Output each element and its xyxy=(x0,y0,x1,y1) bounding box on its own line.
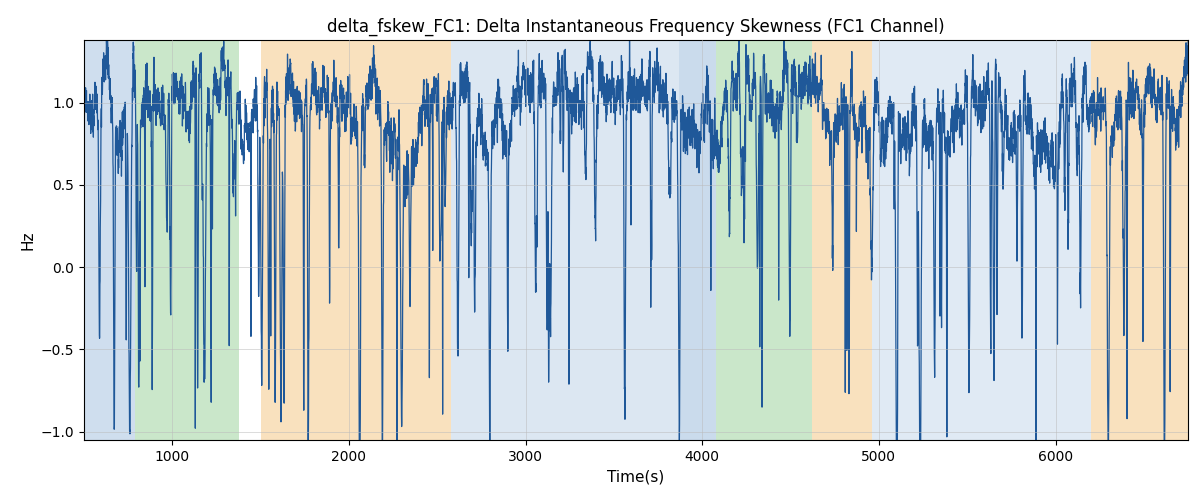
Bar xyxy=(716,40,811,440)
Bar xyxy=(811,40,872,440)
Bar xyxy=(84,40,136,440)
Bar xyxy=(260,40,451,440)
Bar xyxy=(136,40,240,440)
Bar xyxy=(451,40,679,440)
Title: delta_fskew_FC1: Delta Instantaneous Frequency Skewness (FC1 Channel): delta_fskew_FC1: Delta Instantaneous Fre… xyxy=(328,18,944,36)
X-axis label: Time(s): Time(s) xyxy=(607,470,665,484)
Y-axis label: Hz: Hz xyxy=(20,230,35,250)
Bar xyxy=(679,40,716,440)
Bar xyxy=(1091,40,1188,440)
Bar xyxy=(872,40,1091,440)
